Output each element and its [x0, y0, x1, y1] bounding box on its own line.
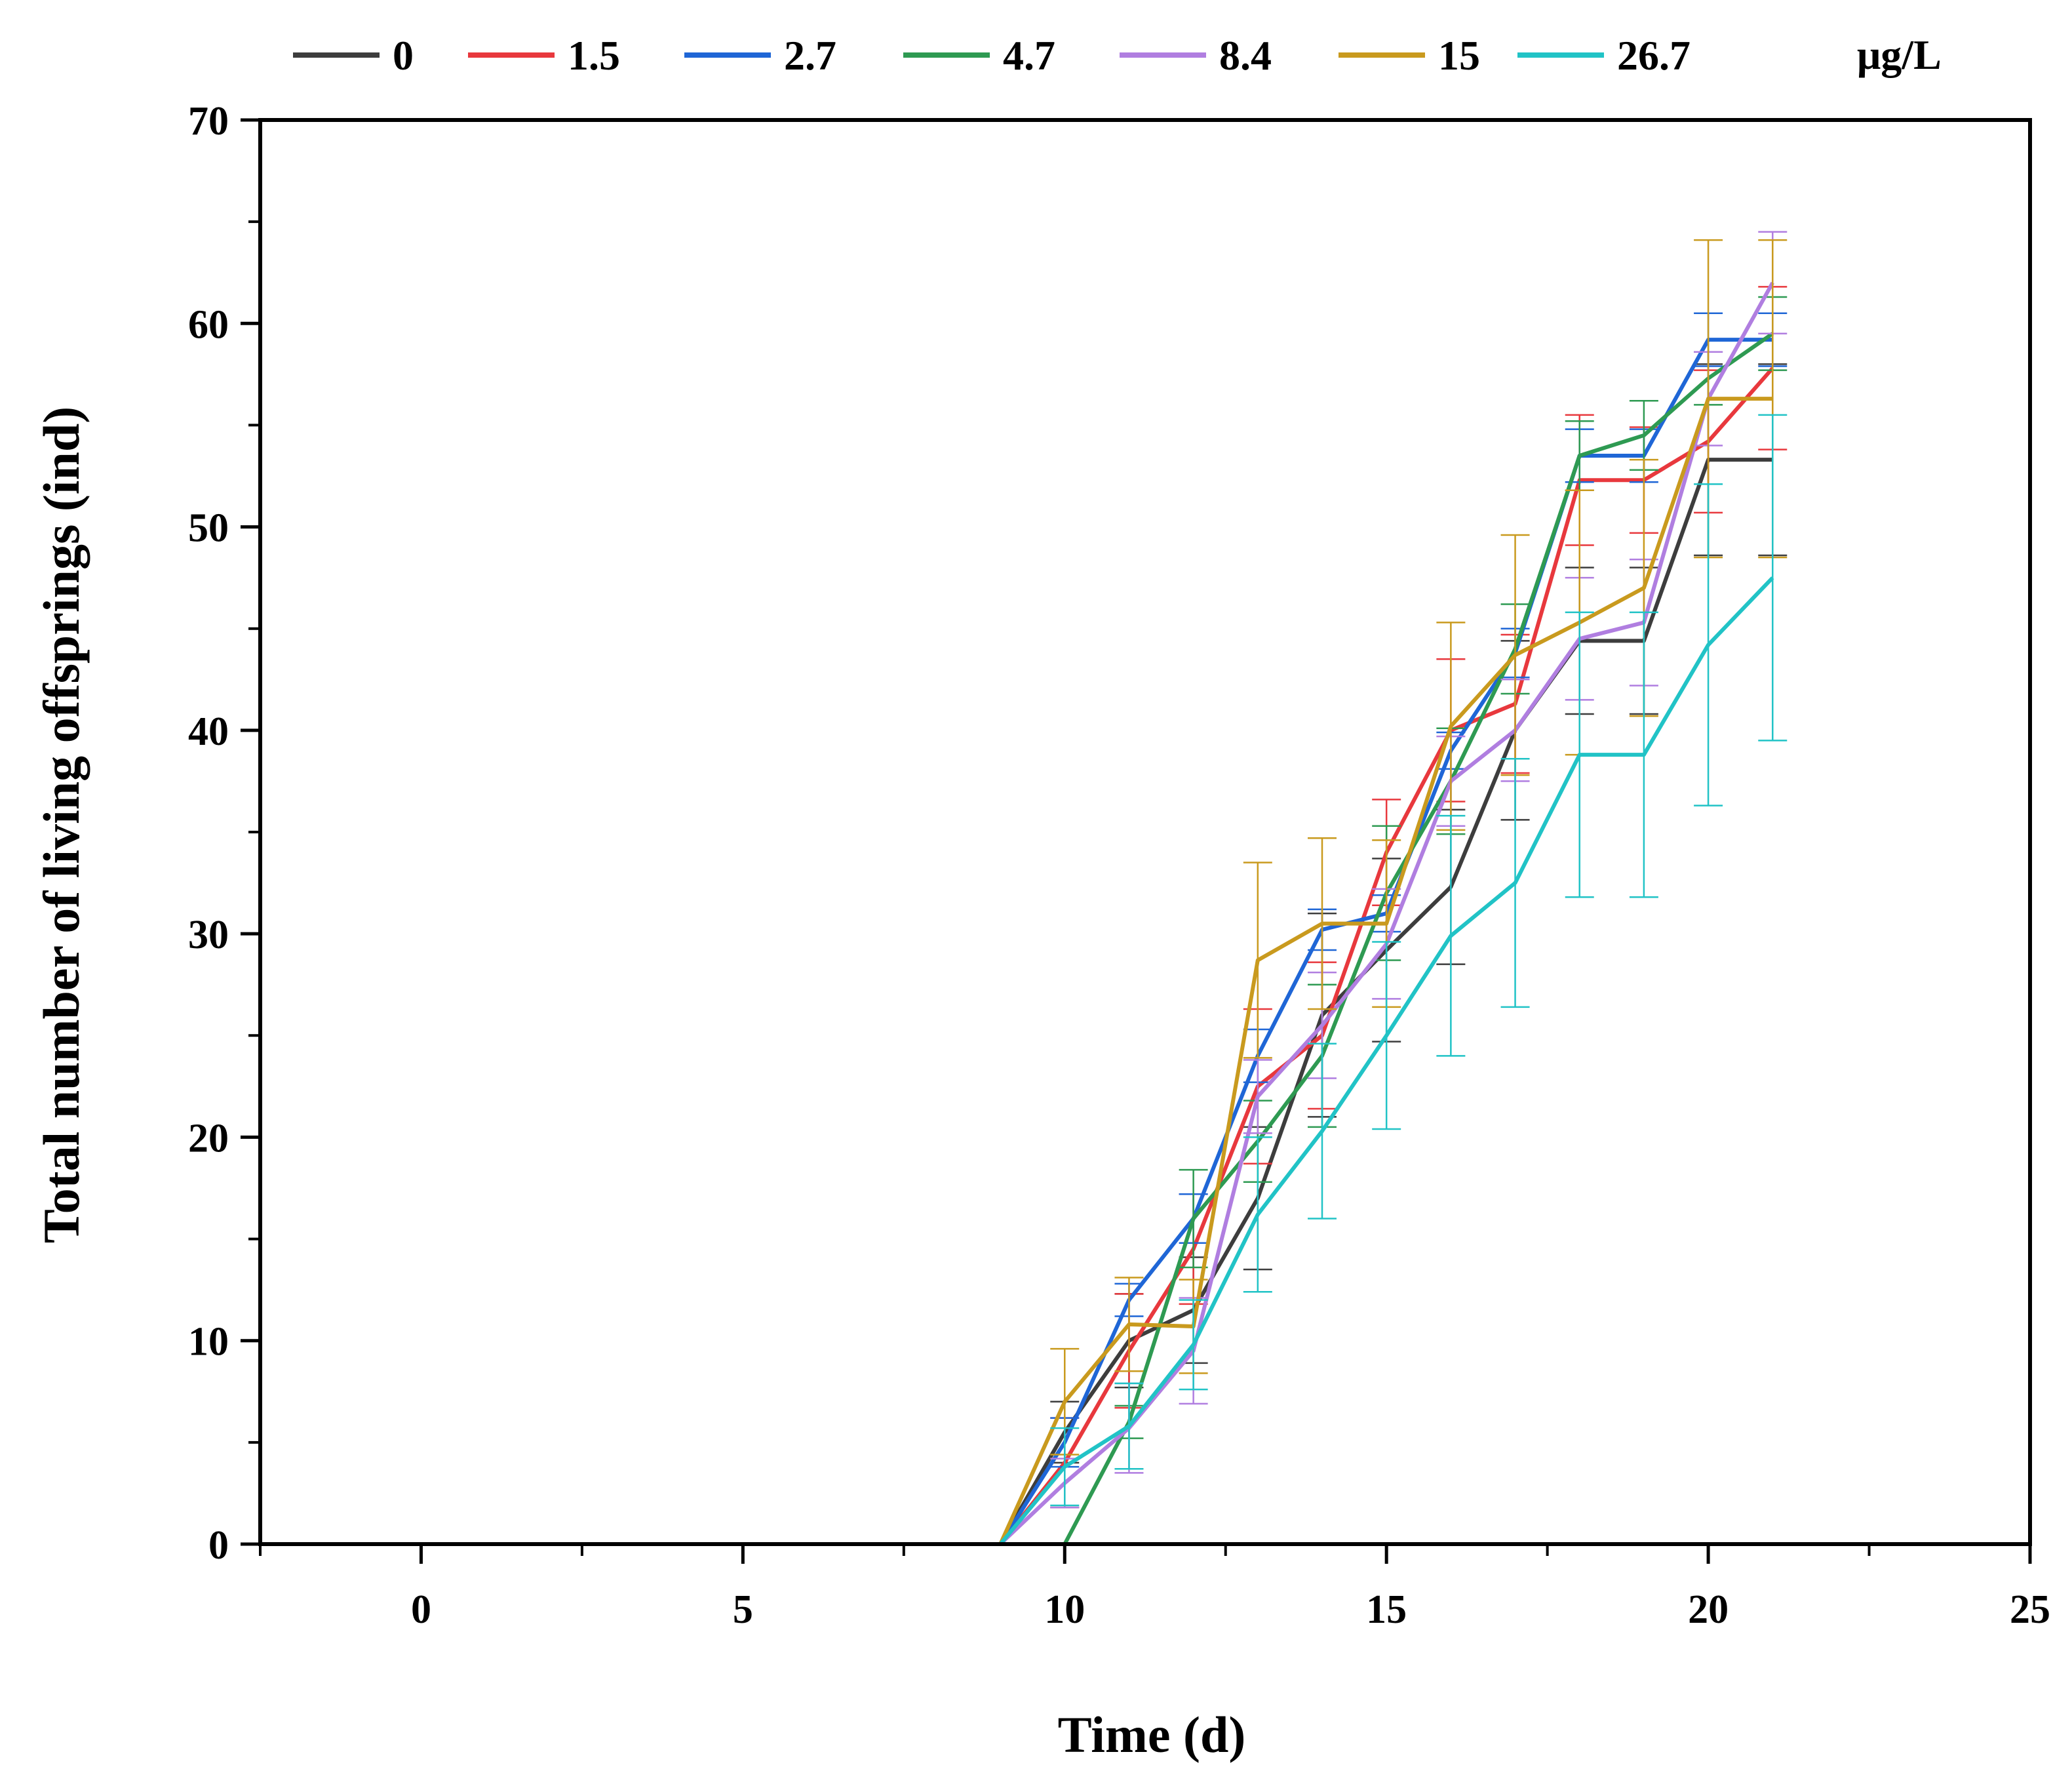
legend-label: 26.7 — [1617, 32, 1691, 79]
series-26.7 — [485, 414, 1788, 1546]
x-tick-label: 5 — [733, 1587, 753, 1632]
series-layer — [485, 231, 1788, 1546]
y-tick-label: 50 — [188, 506, 229, 551]
y-tick-label: 0 — [208, 1523, 229, 1568]
series-2.7 — [485, 312, 1788, 1546]
y-tick-label: 10 — [188, 1320, 229, 1364]
x-axis: 0 5 10 15 20 25 — [259, 1544, 2050, 1632]
x-tick-label: 10 — [1044, 1587, 1085, 1632]
x-tick-label: 20 — [1688, 1587, 1729, 1632]
y-axis-title: Total number of living offsprings (ind) — [33, 407, 90, 1243]
x-tick-label: 25 — [2010, 1587, 2050, 1632]
legend-unit: μg/L — [1857, 31, 1942, 78]
y-axis: 0 10 20 30 40 50 60 70 — [188, 99, 260, 1568]
y-tick-label: 40 — [188, 709, 229, 754]
y-tick-label: 20 — [188, 1116, 229, 1161]
legend-label: 2.7 — [784, 32, 836, 79]
legend-label: 15 — [1438, 32, 1480, 79]
y-tick-label: 30 — [188, 913, 229, 957]
legend-item-0: 0 — [293, 32, 414, 79]
legend-item-8.4: 8.4 — [1120, 32, 1272, 79]
error-bars-15 — [1050, 239, 1788, 1456]
x-axis-title: Time (d) — [1058, 1706, 1246, 1763]
series-15 — [485, 239, 1788, 1546]
x-tick-label: 0 — [411, 1587, 431, 1632]
legend-item-1.5: 1.5 — [468, 32, 620, 79]
legend-label: 4.7 — [1003, 32, 1055, 79]
y-tick-label: 60 — [188, 302, 229, 347]
series-1.5 — [485, 286, 1788, 1546]
legend-item-26.7: 26.7 — [1517, 32, 1691, 79]
legend-item-4.7: 4.7 — [903, 32, 1055, 79]
error-bars-26.7 — [1050, 414, 1788, 1507]
legend: 0 1.5 2.7 4.7 8.4 15 26.7 μg/L — [293, 31, 1942, 79]
legend-item-15: 15 — [1339, 32, 1480, 79]
legend-label: 1.5 — [568, 32, 620, 79]
legend-label: 0 — [393, 32, 414, 79]
x-tick-label: 15 — [1366, 1587, 1407, 1632]
series-4.7 — [485, 296, 1788, 1546]
y-tick-label: 70 — [188, 99, 229, 144]
legend-label: 8.4 — [1219, 32, 1272, 79]
legend-item-2.7: 2.7 — [684, 32, 836, 79]
series-0 — [485, 363, 1788, 1546]
